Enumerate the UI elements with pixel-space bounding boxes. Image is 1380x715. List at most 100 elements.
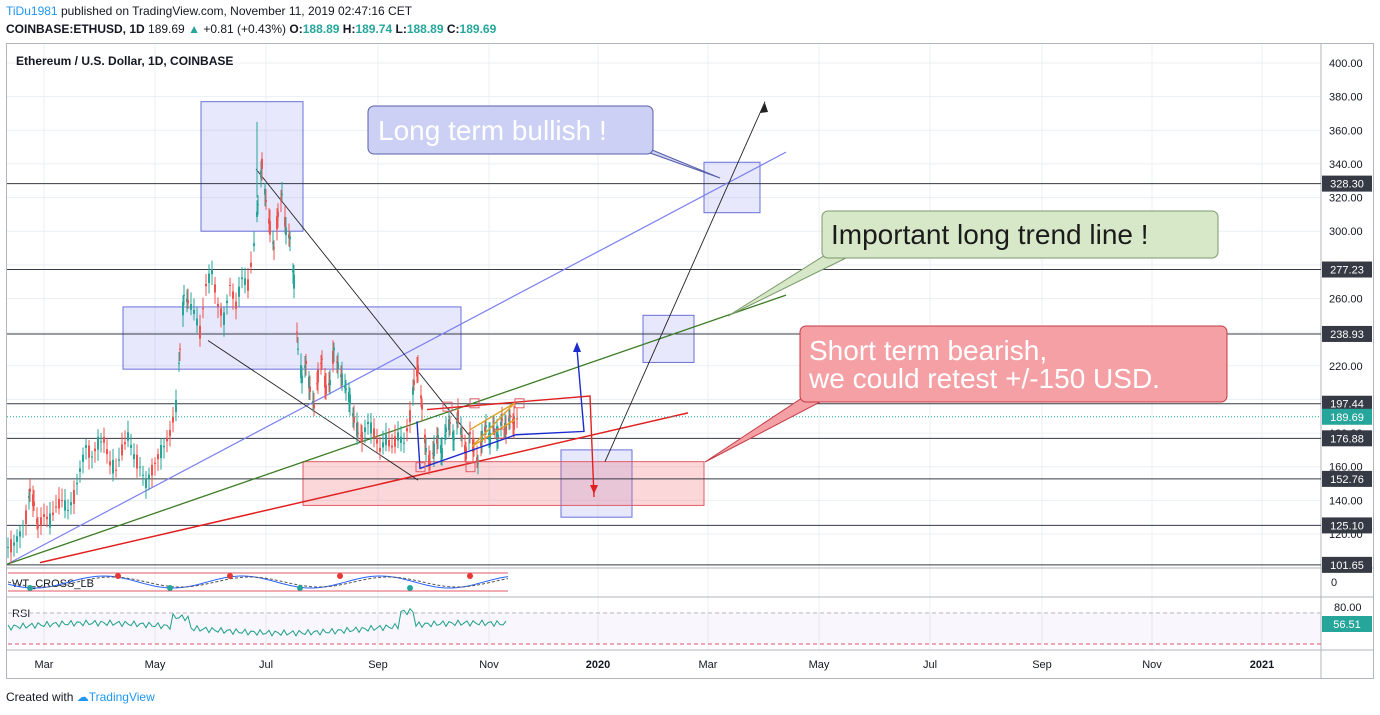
candle-body [49, 513, 51, 528]
marker-box [514, 398, 525, 409]
candle-body [289, 236, 291, 240]
candle-body [85, 445, 87, 448]
change-arrow-icon: ▲ [188, 22, 200, 36]
candle-body [417, 365, 419, 374]
pattern-line [416, 348, 585, 470]
candle-body [293, 274, 295, 289]
candle-body [337, 362, 339, 370]
level-tag-label: 197.44 [1330, 399, 1364, 411]
candle-body [127, 432, 129, 441]
tradingview-logo-icon[interactable]: ☁ [76, 690, 89, 704]
candle-body [118, 459, 120, 461]
level-tag-label: 152.76 [1330, 474, 1364, 486]
wt-cross-dot [167, 585, 173, 591]
candle-body [316, 383, 318, 385]
tradingview-brand[interactable]: TradingView [88, 690, 155, 704]
candle-body [166, 438, 168, 442]
candle-body [413, 380, 415, 385]
candle-body [324, 375, 326, 388]
candle-body [496, 426, 498, 440]
candle-body [157, 454, 159, 460]
candle-body [505, 425, 507, 435]
callout-trendline-text: Important long trend line ! [831, 219, 1149, 250]
candle-body [261, 158, 263, 169]
rsi-last-tag [1322, 616, 1372, 632]
x-tick-label: 2021 [1250, 659, 1274, 671]
arrow-head-icon [573, 342, 581, 352]
candle-body [309, 386, 311, 393]
candle-body [40, 517, 42, 526]
candle-body [500, 422, 502, 426]
candle-body [509, 414, 511, 418]
rsi-last-label: 56.51 [1333, 619, 1361, 631]
candle-body [460, 428, 462, 435]
candle-body [186, 298, 188, 302]
candle-body [297, 348, 299, 350]
candle-body [145, 479, 147, 488]
candle-body [112, 459, 114, 474]
level-tag [1322, 556, 1372, 573]
open-label: O: [289, 22, 303, 36]
candle-body [382, 442, 384, 448]
candle-body [388, 439, 390, 447]
candle-body [444, 435, 446, 437]
candle-body [220, 308, 222, 316]
arrow-head-icon [760, 103, 768, 113]
candle-body [449, 422, 451, 424]
marker-box [465, 462, 476, 473]
candle-body [97, 436, 99, 450]
candle-body [79, 468, 81, 472]
publish-info: TiDu1981 published on TradingView.com, N… [6, 4, 412, 18]
candle-body [285, 227, 287, 236]
wt-line-2 [7, 576, 509, 588]
candle-body [421, 402, 423, 410]
wt-line-1 [7, 575, 509, 589]
candle-body [513, 416, 515, 430]
x-tick-label: May [809, 659, 830, 671]
candle-body [88, 445, 90, 458]
candle-body [43, 514, 45, 517]
candle-body [400, 436, 402, 443]
callout-box [799, 325, 1228, 403]
candle-body [385, 434, 387, 446]
candle-body [13, 542, 15, 546]
candle-body [61, 500, 63, 502]
candle-body [429, 462, 431, 465]
level-tag-label: 101.65 [1330, 560, 1364, 572]
candle-body [235, 301, 237, 309]
candle-body [312, 401, 314, 403]
callout-bearish-text-2: we could retest +/-150 USD. [808, 363, 1160, 394]
zone-box [642, 314, 695, 363]
y-tick-label: 380.00 [1329, 92, 1363, 104]
candle-body [391, 445, 393, 448]
ohlc-info: COINBASE:ETHUSD, 1D 189.69 ▲ +0.81 (+0.4… [6, 22, 496, 36]
callout-bearish-text-1: Short term bearish, [809, 335, 1047, 366]
candle-body [94, 448, 96, 452]
candle-body [394, 436, 396, 447]
high-label: H: [342, 22, 356, 36]
candle-body [403, 442, 405, 444]
candle-body [33, 501, 35, 506]
candle-body [100, 441, 102, 443]
candle-body [313, 403, 315, 409]
candle-body [476, 457, 478, 463]
candle-body [497, 434, 499, 439]
candle-body [175, 400, 177, 413]
candle-body [321, 358, 323, 360]
marker-box [415, 462, 426, 473]
level-tag [1322, 395, 1372, 412]
candle-body [320, 362, 322, 364]
open-value: 188.89 [302, 22, 340, 36]
author-name[interactable]: TiDu1981 [6, 4, 58, 18]
candle-body [409, 410, 411, 423]
callout-box [821, 210, 1219, 259]
candle-body [353, 416, 355, 423]
candle-body [370, 422, 372, 434]
candle-body [193, 309, 195, 315]
candle-body [244, 278, 246, 286]
candle-body [344, 385, 346, 389]
candle-body [412, 387, 414, 395]
candle-body [357, 432, 359, 434]
candle-body [142, 474, 144, 476]
